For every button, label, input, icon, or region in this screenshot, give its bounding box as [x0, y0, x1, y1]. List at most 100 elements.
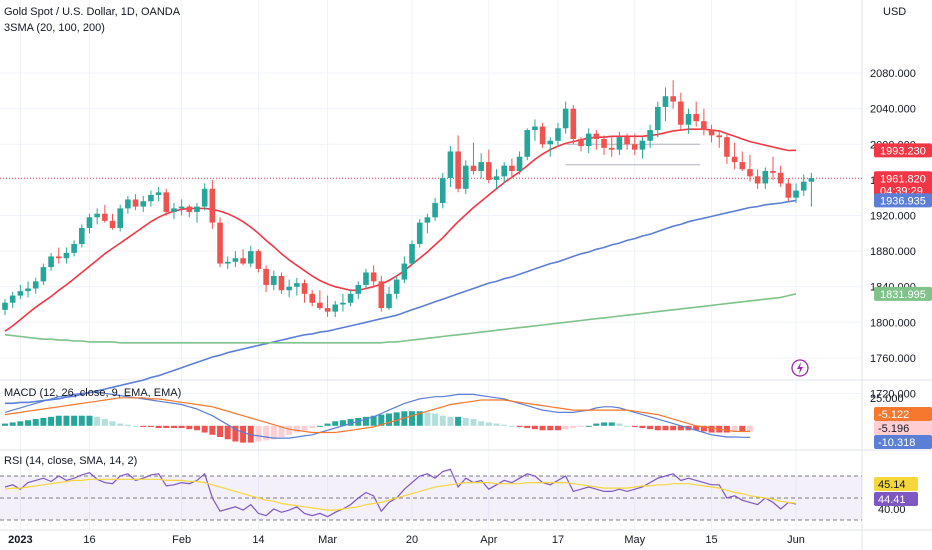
macd-histogram-bar — [117, 423, 124, 426]
candle-body — [616, 137, 623, 150]
macd-histogram-bar — [286, 425, 293, 435]
candle-body — [439, 178, 446, 204]
rsi-tag-label: 44.41 — [878, 494, 906, 506]
macd-histogram-bar — [332, 421, 339, 426]
candle-body — [424, 217, 431, 223]
candle-body — [148, 195, 154, 202]
candle-body — [777, 172, 784, 184]
macd-histogram-bar — [17, 421, 24, 426]
x-axis-tick: Jun — [787, 534, 805, 546]
candle-body — [255, 251, 262, 269]
candle-body — [48, 256, 54, 268]
candle-body — [731, 156, 738, 163]
candle-body — [63, 252, 70, 259]
candle-body — [263, 268, 269, 285]
candle-body — [286, 286, 292, 291]
macd-histogram-bar — [485, 422, 492, 426]
candle-body — [125, 199, 131, 209]
macd-histogram-bar — [140, 425, 147, 427]
macd-histogram-bar — [524, 425, 531, 429]
rsi-tag-rsi_ma — [874, 477, 918, 491]
candle-body — [793, 190, 799, 198]
candle-body — [140, 201, 147, 207]
macd-histogram-bar — [501, 424, 508, 426]
candle-body — [608, 147, 615, 150]
x-axis-tick: 17 — [552, 534, 564, 546]
macd-histogram-bar — [700, 425, 707, 432]
macd-histogram-bar — [339, 420, 346, 426]
price-tag-price — [874, 171, 932, 198]
candle-body — [455, 151, 461, 189]
candle-body — [501, 165, 507, 177]
macd-histogram-bar — [109, 421, 116, 426]
y-axis-tick: 1760.000 — [870, 353, 916, 365]
macd-histogram-bar — [255, 425, 262, 442]
candle-body — [678, 101, 684, 125]
y-axis-tick: 1920.000 — [870, 211, 916, 223]
macd-histogram-bar — [132, 425, 139, 427]
candle-body — [178, 206, 185, 209]
candle-body — [516, 156, 523, 171]
macd-histogram-bar — [86, 415, 93, 426]
macd-histogram-bar — [608, 422, 615, 426]
macd-histogram-bar — [324, 423, 331, 426]
rsi-ma-line — [4, 478, 797, 511]
candle-body — [701, 121, 707, 131]
macd-histogram-bar — [201, 425, 208, 433]
candle-body — [585, 133, 592, 147]
rsi-line — [4, 468, 797, 518]
x-axis-tick: Mar — [318, 534, 337, 546]
candle-body — [463, 165, 469, 189]
candle-body — [232, 258, 239, 262]
candle-body — [708, 130, 715, 136]
rsi-axis-tick: 40.00 — [878, 504, 906, 516]
y-axis-tick: 2080.000 — [870, 68, 916, 80]
macd-histogram-bar — [232, 425, 239, 442]
candle-body — [9, 295, 16, 303]
candle-body — [685, 114, 692, 125]
macd-histogram-bar — [263, 425, 270, 441]
price-tag-sma100 — [874, 193, 932, 208]
macd-histogram-bar — [693, 425, 700, 431]
candle-body — [486, 162, 492, 180]
candle-body — [332, 304, 339, 312]
macd-histogram-bar — [547, 425, 554, 431]
macd-histogram-bar — [393, 412, 400, 426]
rsi-indicator-label: RSI (14, close, SMA, 14, 2) — [4, 455, 138, 467]
y-axis-tick: 2040.000 — [870, 104, 916, 116]
macd-histogram-bar — [25, 420, 32, 426]
macd-histogram-bar — [270, 425, 277, 440]
macd-histogram-bar — [78, 415, 85, 426]
candle-body — [2, 302, 8, 310]
candle-body — [132, 199, 139, 207]
candle-body — [470, 165, 477, 171]
candle-body — [547, 140, 554, 145]
price-tag-label: 1831.995 — [880, 289, 926, 301]
macd-histogram-bar — [739, 425, 746, 432]
macd-histogram-bar — [631, 425, 638, 427]
x-axis-tick: Feb — [172, 534, 191, 546]
candle-body — [624, 137, 630, 145]
candle-body — [409, 243, 415, 264]
candle-body — [532, 126, 538, 131]
x-axis-tick: 15 — [705, 534, 717, 546]
rsi-tag-rsi — [874, 492, 918, 506]
macd-histogram-bar — [155, 425, 162, 429]
macd-histogram-bar — [224, 425, 231, 440]
candle-body — [186, 206, 193, 212]
macd-histogram-bar — [462, 417, 469, 426]
macd-histogram-bar — [409, 411, 416, 426]
candle-body — [117, 208, 123, 228]
candle-body — [324, 308, 331, 312]
macd-histogram-bar — [639, 425, 646, 429]
candle-body — [647, 130, 653, 141]
macd-histogram-bar — [63, 415, 70, 426]
macd-histogram-bar — [432, 413, 439, 426]
currency-label: USD — [883, 6, 907, 18]
candle-body — [347, 293, 354, 303]
candle-body — [478, 162, 484, 171]
candle-body — [378, 281, 385, 309]
macd-histogram-bar — [240, 425, 247, 443]
candle-body — [171, 208, 177, 212]
